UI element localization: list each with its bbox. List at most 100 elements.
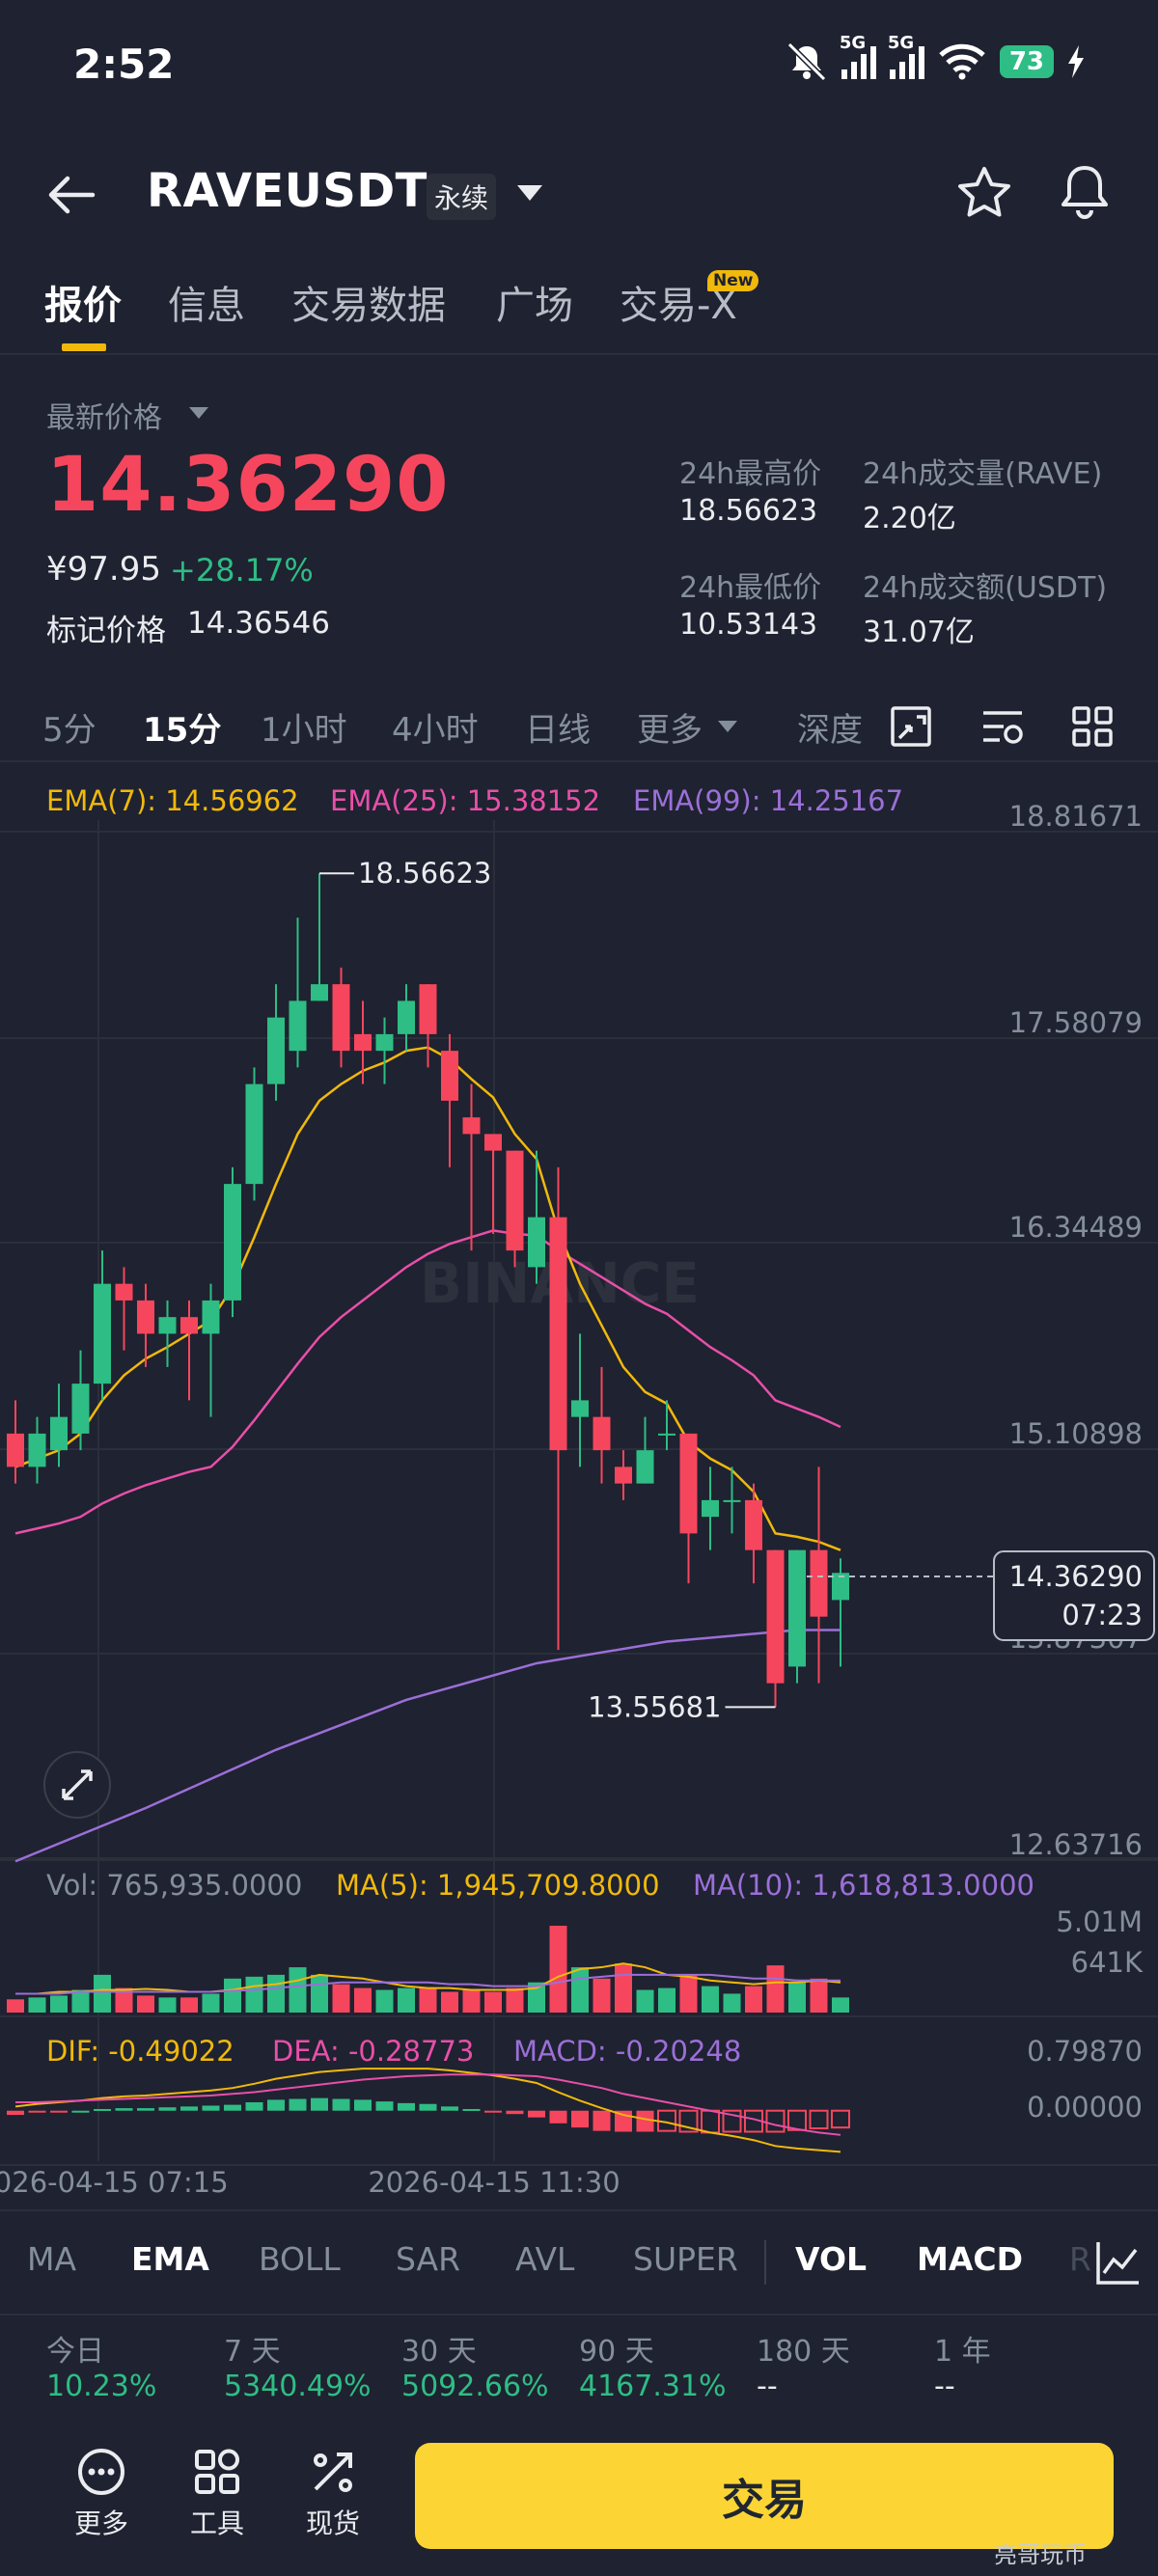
dea-line xyxy=(15,2073,841,2136)
low-24h-value: 10.53143 xyxy=(679,608,818,642)
candle xyxy=(158,1300,177,1367)
ema25-legend: EMA(25): 15.38152 xyxy=(330,784,600,817)
timeframe-more[interactable]: 更多 xyxy=(637,711,703,750)
candle-body xyxy=(28,1433,46,1467)
layout-grid-icon[interactable] xyxy=(1071,705,1114,748)
price-chart[interactable]: 18.8167117.5807916.3448915.1089813.87307… xyxy=(0,772,1158,2200)
timeframe-5m[interactable]: 5分 xyxy=(42,711,96,750)
macd-hist-bar xyxy=(115,2108,133,2111)
header: RAVEUSDT 永续 xyxy=(0,145,1158,241)
signal-icon: 5G xyxy=(840,33,876,79)
candle xyxy=(115,1267,133,1351)
chart-high-label: 18.56623 xyxy=(358,857,491,890)
indicator-avl[interactable]: AVL xyxy=(515,2240,575,2278)
macd-tick-zero: 0.00000 xyxy=(1027,2091,1143,2124)
indicator-vol[interactable]: VOL xyxy=(795,2240,868,2278)
macd-hist-bar xyxy=(354,2099,372,2111)
macd-hist-bar xyxy=(137,2108,154,2111)
macd-hist-bar xyxy=(158,2107,177,2111)
volume-bar xyxy=(224,1978,241,2013)
candle xyxy=(375,1017,394,1084)
latest-price-dropdown-icon[interactable] xyxy=(189,407,208,419)
nav-spot[interactable]: 现货 xyxy=(285,2447,381,2541)
indicator-ema[interactable]: EMA xyxy=(131,2240,209,2278)
indicator-rsi[interactable]: R xyxy=(1069,2240,1091,2278)
indicator-sar[interactable]: SAR xyxy=(396,2240,461,2278)
y-tick-label: 16.34489 xyxy=(1009,1211,1143,1244)
timeframe-15m[interactable]: 15分 xyxy=(143,711,222,750)
macd-hist-bar xyxy=(224,2104,241,2111)
candle xyxy=(571,1333,589,1467)
back-arrow-icon[interactable] xyxy=(44,168,98,222)
perf-30d-label: 30 天 xyxy=(401,2335,477,2369)
y-tick-label: 17.58079 xyxy=(1009,1006,1143,1039)
macd-hist-bar xyxy=(28,2110,46,2113)
y-tick-label: 15.10898 xyxy=(1009,1417,1143,1450)
volume-bar xyxy=(462,1989,481,2013)
cny-price: ¥97.95 xyxy=(46,550,161,589)
nav-more[interactable]: 更多 xyxy=(53,2447,150,2541)
candle-body xyxy=(375,1033,394,1052)
tab-square[interactable]: 广场 xyxy=(496,284,573,328)
macd-hist-bar xyxy=(50,2110,68,2113)
timeframe-1d[interactable]: 日线 xyxy=(525,711,591,750)
price-change: +28.17% xyxy=(170,552,314,589)
price-section: 最新价格 14.36290 ¥97.95 +28.17% 标记价格 14.365… xyxy=(0,386,1158,675)
favorite-star-icon[interactable] xyxy=(955,164,1013,222)
status-icons: 5G 5G 73 xyxy=(786,33,1085,81)
tab-quote[interactable]: 报价 xyxy=(44,284,122,328)
macd-hist-bar xyxy=(549,2110,567,2124)
macd-hist-bar xyxy=(94,2108,111,2111)
more-dropdown-icon[interactable] xyxy=(718,721,737,732)
volume-bar xyxy=(441,1991,458,2013)
candle-body xyxy=(506,1150,524,1251)
candle-body xyxy=(180,1317,198,1334)
wifi-icon xyxy=(939,43,985,80)
volume-bar xyxy=(202,1993,220,2013)
candle-body xyxy=(7,1433,24,1467)
indicator-chart-icon[interactable] xyxy=(1094,2238,1143,2287)
trade-button[interactable]: 交易 xyxy=(415,2443,1114,2549)
timeframe-1h[interactable]: 1小时 xyxy=(261,711,347,750)
candle xyxy=(506,1150,524,1268)
indicator-boll[interactable]: BOLL xyxy=(259,2240,341,2278)
candle-body xyxy=(593,1416,611,1451)
perf-180d-label: 180 天 xyxy=(757,2335,850,2369)
spot-swap-icon xyxy=(314,2453,352,2492)
candle-body xyxy=(441,1051,458,1101)
indicator-macd[interactable]: MACD xyxy=(917,2240,1023,2278)
dif-line xyxy=(14,2068,841,2153)
pair-dropdown-icon[interactable] xyxy=(517,185,542,201)
status-bar: 2:52 5G 5G 73 xyxy=(0,0,1158,135)
new-badge: New xyxy=(707,270,759,291)
candle-body xyxy=(462,1117,481,1135)
tab-info[interactable]: 信息 xyxy=(168,284,245,328)
timeframe-4h[interactable]: 4小时 xyxy=(392,711,479,750)
tab-trading-data[interactable]: 交易数据 xyxy=(291,284,446,328)
volume-bar xyxy=(115,1987,133,2013)
candle-body xyxy=(745,1499,762,1550)
bell-icon[interactable] xyxy=(1056,162,1114,224)
latest-price: 14.36290 xyxy=(46,442,450,529)
chart-draw-icon[interactable] xyxy=(890,705,932,748)
indicator-super[interactable]: SUPER xyxy=(633,2240,738,2278)
macd-hist-bar xyxy=(571,2110,589,2128)
latest-price-label[interactable]: 最新价格 xyxy=(46,401,162,435)
pair-title[interactable]: RAVEUSDT xyxy=(147,164,427,218)
x-axis-label: 2026-04-15 07:15 xyxy=(0,2166,229,2199)
indicator-settings-icon[interactable] xyxy=(980,705,1025,748)
x-axis-label: 2026-04-15 11:30 xyxy=(368,2166,620,2199)
candle-countdown: 07:23 xyxy=(1062,1599,1143,1631)
fullscreen-icon[interactable] xyxy=(43,1751,111,1819)
indicator-ma[interactable]: MA xyxy=(27,2240,77,2278)
candle xyxy=(289,918,307,1068)
candle-body xyxy=(832,1573,849,1601)
depth-tab[interactable]: 深度 xyxy=(797,711,863,750)
candlestick-chart-svg[interactable]: 18.8167117.5807916.3448915.1089813.87307… xyxy=(0,772,1158,2200)
perf-1y-value: -- xyxy=(934,2370,955,2403)
nav-tools[interactable]: 工具 xyxy=(169,2447,265,2541)
candle-body xyxy=(137,1300,154,1334)
volume-bar xyxy=(419,1987,437,2013)
candle-body xyxy=(658,1433,676,1436)
volume-bar xyxy=(810,1978,828,2013)
